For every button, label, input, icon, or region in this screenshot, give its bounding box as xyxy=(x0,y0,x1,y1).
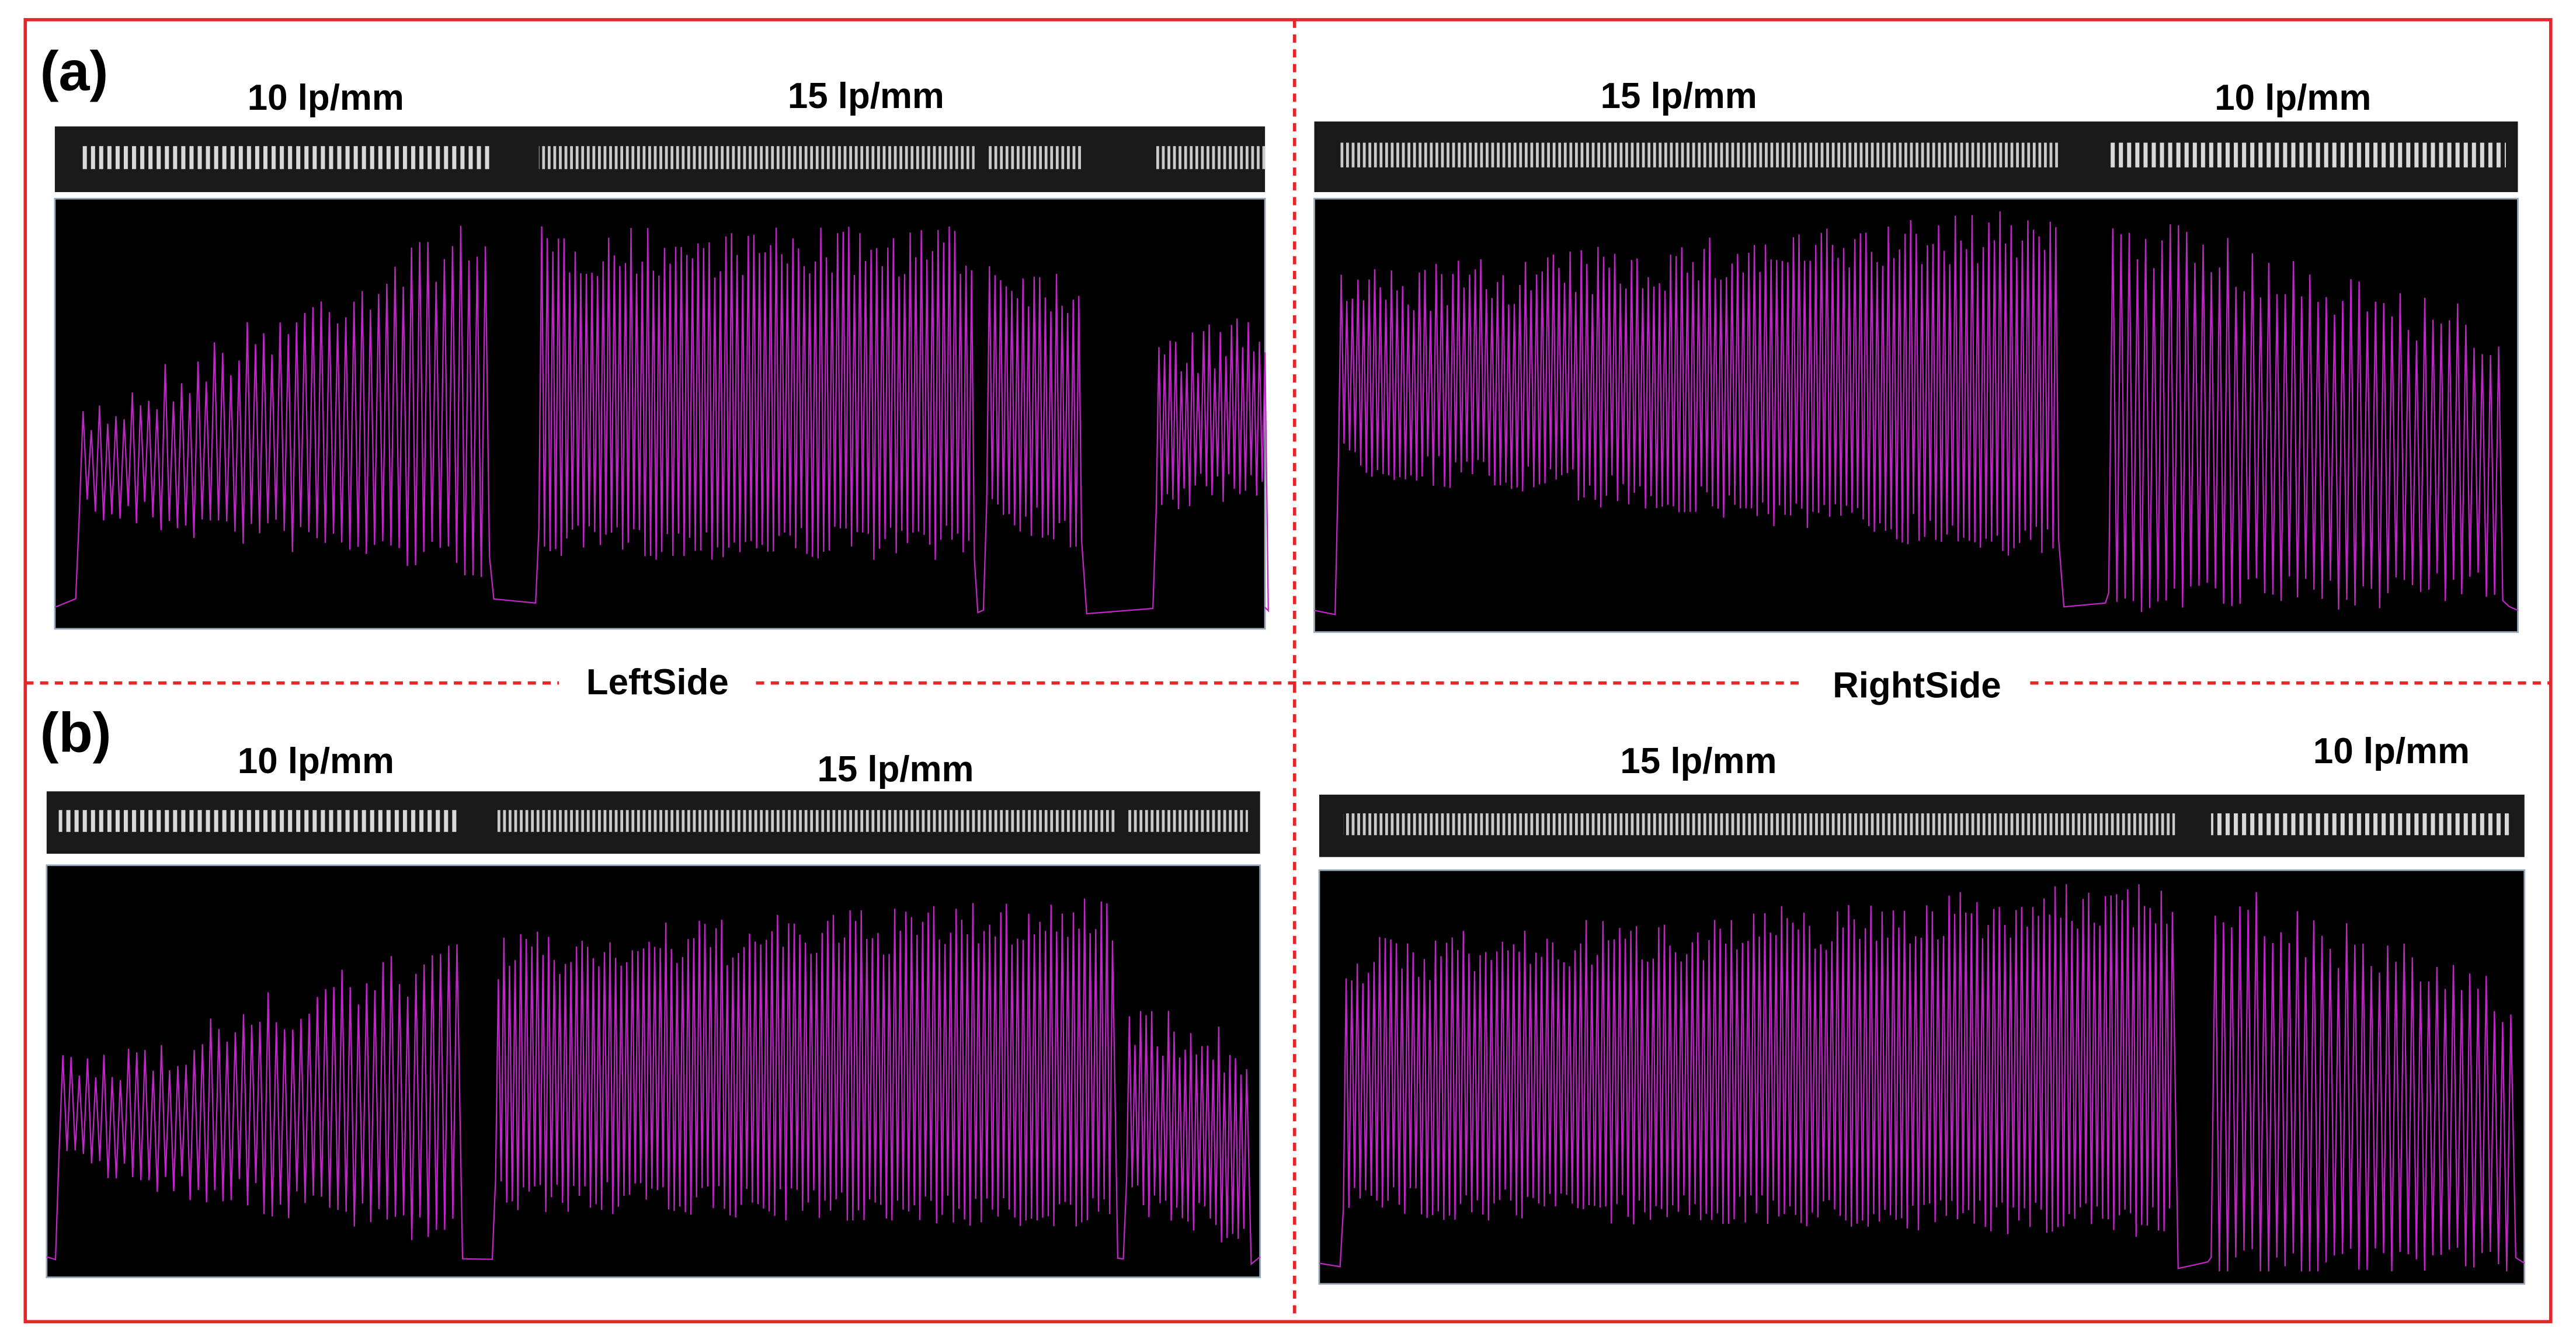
profile-plot xyxy=(1318,869,2526,1285)
freq-label: 15 lp/mm xyxy=(1620,741,1777,781)
intensity-profile xyxy=(1314,211,2518,615)
strip-bars xyxy=(1343,813,2175,836)
intensity-profile xyxy=(1319,884,2525,1272)
strip-bars xyxy=(2211,813,2513,836)
side-label: LeftSide xyxy=(586,662,729,702)
freq-label: 10 lp/mm xyxy=(2215,78,2371,118)
frame xyxy=(23,18,2553,1324)
freq-label: 10 lp/mm xyxy=(238,741,394,781)
side-label: RightSide xyxy=(1833,665,2001,705)
strip-bars xyxy=(538,146,975,169)
freq-label: 15 lp/mm xyxy=(788,76,944,116)
strip-bars xyxy=(986,146,1084,169)
freq-label: 10 lp/mm xyxy=(248,78,404,118)
intensity-profile xyxy=(54,225,1269,615)
freq-label: 15 lp/mm xyxy=(1601,76,1757,116)
strip-bars xyxy=(1338,142,2061,168)
strip-bars xyxy=(58,810,460,832)
panel-tag: (b) xyxy=(40,702,112,764)
panel-tag: (a) xyxy=(40,40,109,103)
freq-label: 10 lp/mm xyxy=(2313,731,2470,771)
freq-label: 15 lp/mm xyxy=(817,749,974,789)
strip-bars xyxy=(1127,810,1248,832)
strip-bars xyxy=(79,146,491,169)
strip-bars xyxy=(1156,146,1266,169)
strip-bars xyxy=(495,810,1115,832)
strip-bars xyxy=(2108,142,2506,168)
intensity-profile xyxy=(46,898,1261,1266)
